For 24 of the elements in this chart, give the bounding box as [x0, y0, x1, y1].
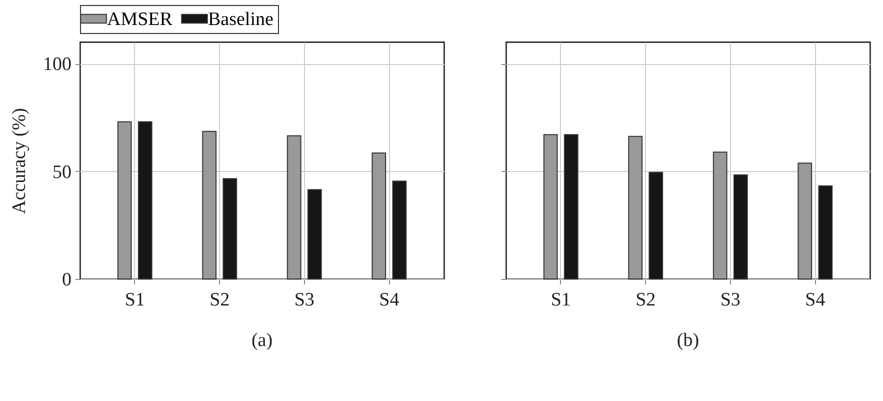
y-axis-title: Accuracy (%) [9, 108, 30, 214]
x-tick-label: S1 [550, 290, 571, 310]
bar [117, 121, 132, 280]
bar [712, 152, 728, 280]
x-tick-label: S4 [805, 290, 826, 310]
y-tick-label: 100 [43, 54, 72, 76]
x-tick-label: S2 [636, 290, 656, 310]
x-tick-label: S3 [294, 290, 314, 310]
y-tick-label: 50 [52, 162, 72, 183]
bar [543, 134, 558, 280]
x-tick-label: S1 [124, 290, 145, 310]
x-tick-label: S2 [210, 290, 230, 310]
bar [628, 136, 643, 280]
text: (a) [251, 330, 273, 351]
bar [202, 130, 217, 280]
bar [798, 162, 812, 280]
legend-label: Baseline [208, 8, 274, 30]
text: (b) [676, 330, 700, 351]
y-tick-label: 0 [62, 270, 72, 290]
x-tick-label: S4 [379, 290, 400, 310]
legend-label: AMSER [107, 8, 173, 30]
bar [372, 152, 386, 280]
x-tick-label: S3 [720, 290, 740, 310]
bar [286, 135, 302, 280]
